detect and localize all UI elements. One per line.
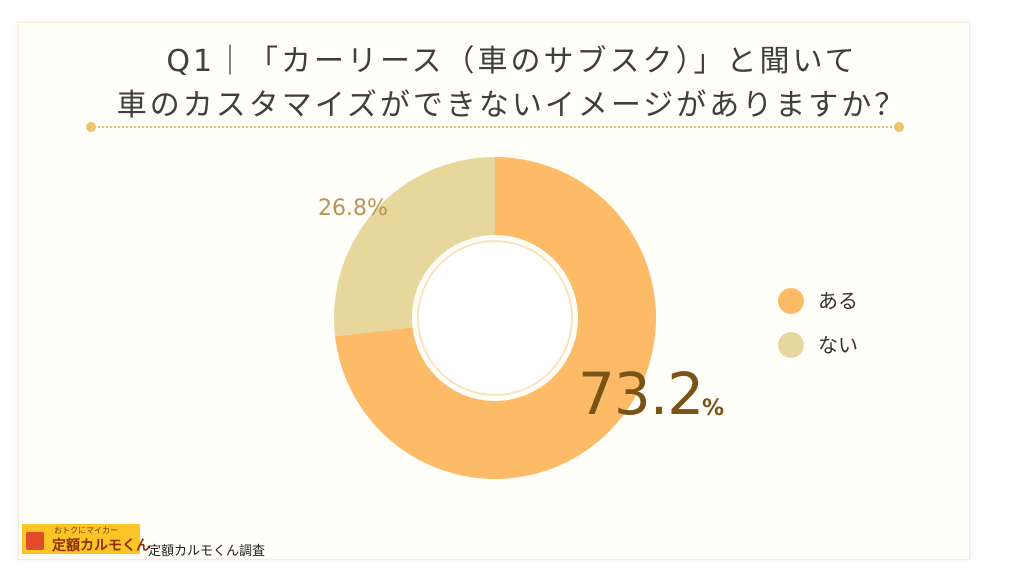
legend-label-aru: ある [818,289,858,313]
chart-title-line2: 車のカスタマイズができないイメージがありますか？ [116,88,908,123]
chart-title-line1: Q1｜「カーリース（車のサブスク）」と聞いて [166,44,858,79]
legend-swatch-aru [778,288,804,314]
legend-swatch-nai [778,332,804,358]
brand-logo: おトクにマイカー 定額カルモくん [22,524,150,554]
slice-label-aru: 73.2 [578,360,704,428]
logo-tagline: おトクにマイカー [54,526,118,535]
divider-dot-right [894,122,904,132]
slice-label-nai: 26.8% [318,196,388,221]
slice-aru [335,157,656,480]
donut-inner-ring [417,240,573,396]
slice-label-aru-unit: % [702,396,725,421]
title-divider [90,126,900,128]
car-icon [26,532,44,550]
logo-brand: 定額カルモくん [52,538,150,554]
divider-dot-left [86,122,96,132]
slice-nai [334,157,495,337]
source-note: 定額カルモくん調査 [148,544,266,559]
legend-label-nai: ない [818,333,858,357]
